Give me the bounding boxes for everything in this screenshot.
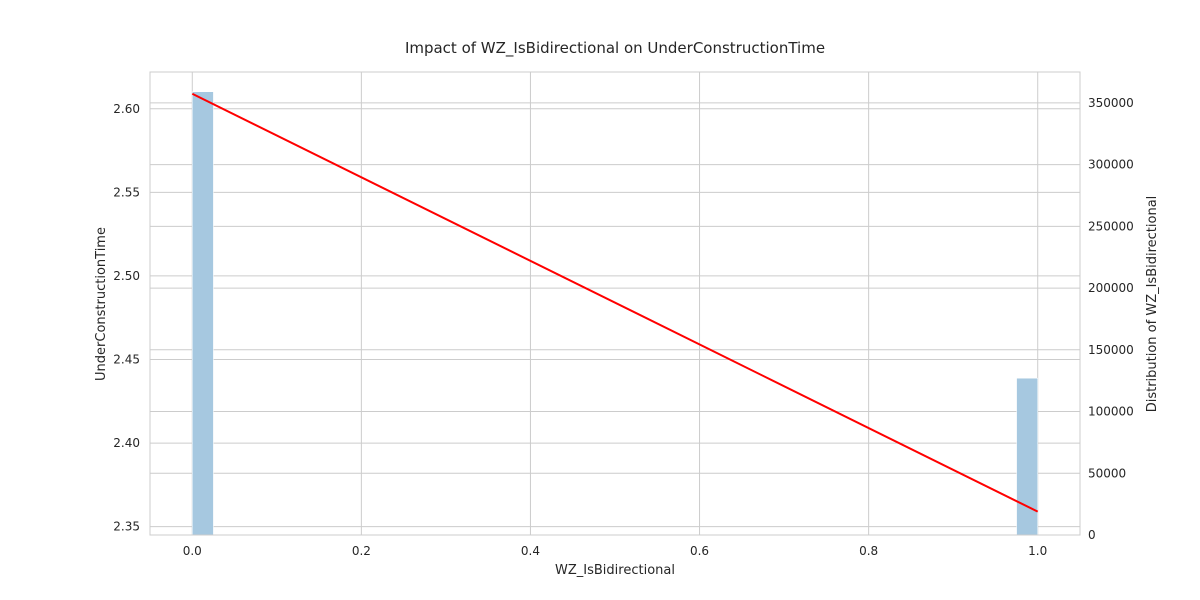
right-y-gridlines: [150, 102, 1080, 536]
x-tick-label: 0.6: [690, 544, 709, 558]
y-tick-label: 2.50: [113, 269, 140, 283]
x-tick-label: 0.0: [183, 544, 202, 558]
histogram-bars: [192, 91, 1038, 536]
plot-area-border: [149, 71, 1081, 536]
right-y-tick-label: 350000: [1088, 96, 1134, 110]
x-tick-label: 0.4: [521, 544, 540, 558]
right-y-tick-label: 100000: [1088, 405, 1134, 419]
right-y-tick-label: 250000: [1088, 219, 1134, 233]
left-y-gridlines: [150, 108, 1080, 528]
histogram-bar: [192, 91, 214, 536]
chart-title: Impact of WZ_IsBidirectional on UnderCon…: [405, 39, 825, 58]
y-tick-label: 2.40: [113, 436, 140, 450]
trend-line-group: [191, 92, 1039, 513]
right-y-tick-labels: 0 50000 100000 150000 200000 250000 300000 3500…: [1088, 96, 1134, 542]
x-tick-labels: 0.0 0.2 0.4 0.6 0.8 1.0: [183, 544, 1048, 558]
x-tick-label: 0.2: [352, 544, 371, 558]
y-tick-label: 2.45: [113, 352, 140, 366]
right-y-axis-label: Distribution of WZ_IsBidirectional: [1145, 196, 1160, 413]
right-y-tick-label: 50000: [1088, 466, 1126, 480]
right-y-tick-label: 200000: [1088, 281, 1134, 295]
x-tick-label: 1.0: [1028, 544, 1047, 558]
right-y-tick-label: 0: [1088, 528, 1096, 542]
y-tick-label: 2.55: [113, 185, 140, 199]
x-tick-label: 0.8: [859, 544, 878, 558]
right-y-tick-label: 150000: [1088, 343, 1134, 357]
y-tick-label: 2.35: [113, 520, 140, 534]
histogram-bar: [1016, 377, 1038, 536]
left-y-tick-labels: 2.35 2.40 2.45 2.50 2.55 2.60: [113, 102, 140, 534]
y-tick-label: 2.60: [113, 102, 140, 116]
y-axis-label: UnderConstructionTime: [94, 227, 109, 381]
x-axis-label: WZ_IsBidirectional: [555, 563, 675, 578]
trend-line: [191, 92, 1039, 513]
right-y-tick-label: 300000: [1088, 158, 1134, 172]
